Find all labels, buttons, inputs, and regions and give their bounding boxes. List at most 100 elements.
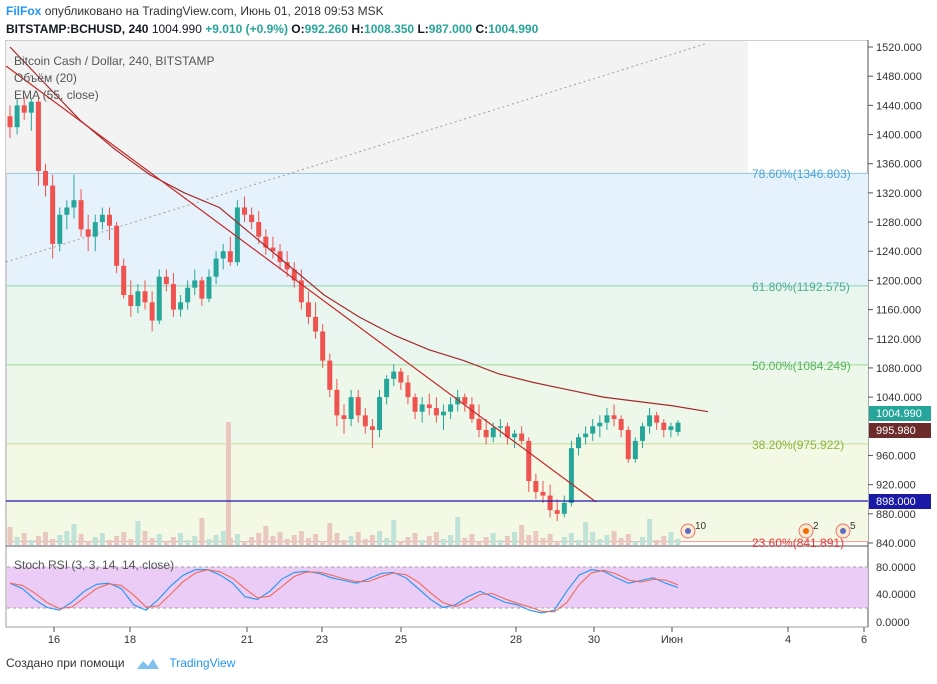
stoch-tick-0: 0.0000 bbox=[876, 617, 910, 629]
candle-body bbox=[405, 382, 411, 398]
volume-bar bbox=[71, 524, 77, 545]
price-tick-label: 920.000 bbox=[876, 480, 916, 492]
candle-body bbox=[334, 389, 340, 416]
ema-badge: 995.980 bbox=[876, 425, 916, 437]
fib-label-236: 23.60%(841.891) bbox=[752, 536, 844, 550]
candle-body bbox=[71, 200, 77, 208]
event-flag-2-count: 2 bbox=[813, 521, 819, 532]
candle-body bbox=[249, 214, 255, 223]
candle-body bbox=[433, 408, 439, 416]
candle-body bbox=[14, 105, 20, 128]
candle-body bbox=[476, 419, 482, 430]
symbol-label: BITSTAMP:BCHUSD, 240 bbox=[6, 22, 149, 36]
volume-bar bbox=[206, 539, 212, 545]
candle-body bbox=[540, 491, 546, 496]
volume-bar bbox=[377, 531, 383, 545]
volume-bar bbox=[398, 541, 404, 545]
volume-bar bbox=[234, 534, 240, 545]
time-tick-label: 30 bbox=[588, 634, 600, 646]
volume-bar bbox=[142, 531, 148, 545]
volume-bar bbox=[604, 535, 610, 545]
open-label: O: bbox=[291, 22, 305, 36]
ema-badge-bg bbox=[869, 423, 931, 438]
volume-bar bbox=[277, 532, 283, 545]
volume-bar bbox=[14, 537, 20, 545]
candle-body bbox=[291, 269, 297, 281]
high-value: 1008.350 bbox=[364, 22, 415, 36]
candle-body bbox=[78, 200, 84, 230]
volume-bar bbox=[334, 533, 340, 545]
candle-body bbox=[597, 422, 603, 427]
event-flag-3[interactable]: 5 bbox=[835, 521, 856, 539]
volume-bar bbox=[92, 537, 98, 545]
fibonacci-bands bbox=[7, 172, 868, 543]
volume-bar bbox=[21, 533, 27, 545]
fib-label-786: 78.60%(1346.803) bbox=[752, 167, 851, 181]
candle-body bbox=[213, 258, 219, 277]
volume-bar bbox=[355, 532, 361, 545]
candle-body bbox=[526, 440, 532, 481]
candle-body bbox=[234, 207, 240, 263]
volume-bar bbox=[341, 540, 347, 545]
dotted-trendline bbox=[5, 43, 706, 263]
price-chart[interactable]: 78.60%(1346.803) 61.80%(1192.575) 50.00%… bbox=[0, 40, 937, 648]
price-tick-label: 1240.000 bbox=[876, 246, 922, 258]
fib-band bbox=[7, 173, 868, 286]
volume-bar bbox=[256, 533, 262, 545]
stoch-legend: Stoch RSI (3, 3, 14, 14, close) bbox=[14, 558, 174, 572]
volume-bar bbox=[135, 521, 141, 545]
time-tick-label: Июн bbox=[661, 634, 683, 646]
candle-body bbox=[362, 415, 368, 427]
volume-bar bbox=[654, 540, 660, 545]
time-tick-label: 16 bbox=[48, 634, 60, 646]
down-trendline[interactable] bbox=[5, 65, 597, 503]
volume-bar bbox=[391, 520, 397, 545]
candle-body bbox=[469, 404, 475, 419]
price-tick-label: 1360.000 bbox=[876, 159, 922, 171]
time-axis: 16 18 21 23 25 28 30 Июн 4 6 bbox=[48, 627, 867, 646]
volume-bar bbox=[7, 527, 13, 545]
candle-body bbox=[654, 415, 660, 423]
support-badge: 898.000 bbox=[876, 496, 916, 508]
candle-body bbox=[341, 415, 347, 419]
volume-bar bbox=[547, 534, 553, 545]
volume-bar bbox=[43, 532, 49, 545]
candle-body bbox=[277, 251, 283, 263]
volume-bar bbox=[412, 533, 418, 545]
price-change: +9.010 (+0.9%) bbox=[205, 22, 288, 36]
candle-body bbox=[192, 280, 198, 288]
candle-body bbox=[426, 404, 432, 409]
candle-body bbox=[135, 291, 141, 306]
candle-body bbox=[483, 429, 489, 438]
close-label: C: bbox=[475, 22, 489, 36]
volume-bar bbox=[263, 526, 269, 545]
candle-body bbox=[313, 316, 319, 332]
price-tick-label: 1120.000 bbox=[876, 334, 921, 346]
author-name[interactable]: FilFox bbox=[6, 4, 42, 18]
volume-bar bbox=[291, 535, 297, 545]
candle-body bbox=[305, 302, 311, 317]
volume-bar bbox=[313, 534, 319, 545]
volume-bar bbox=[576, 540, 582, 545]
tradingview-link[interactable]: TradingView bbox=[169, 656, 236, 670]
volume-bar bbox=[156, 534, 162, 545]
candle-body bbox=[149, 302, 155, 321]
candle-body bbox=[163, 276, 169, 285]
candle-body bbox=[85, 229, 91, 237]
candle-body bbox=[106, 214, 112, 226]
candle-body bbox=[284, 262, 290, 270]
footer: Создано при помощи TradingView bbox=[6, 656, 235, 671]
candle-body bbox=[28, 101, 34, 113]
published-text: опубликовано на TradingView.com, Июнь 01… bbox=[44, 4, 384, 18]
event-flag-1[interactable]: 10 bbox=[680, 521, 707, 539]
event-flag-2[interactable]: 2 bbox=[798, 521, 819, 539]
candle-body bbox=[142, 291, 148, 303]
support-badge-bg bbox=[869, 494, 931, 509]
candle-body bbox=[618, 419, 624, 430]
candle-body bbox=[462, 397, 468, 405]
candle-body bbox=[114, 225, 120, 266]
candle-body bbox=[7, 116, 13, 128]
volume-bar bbox=[625, 534, 631, 545]
volume-bar bbox=[28, 540, 34, 545]
volume-bar bbox=[483, 537, 489, 545]
